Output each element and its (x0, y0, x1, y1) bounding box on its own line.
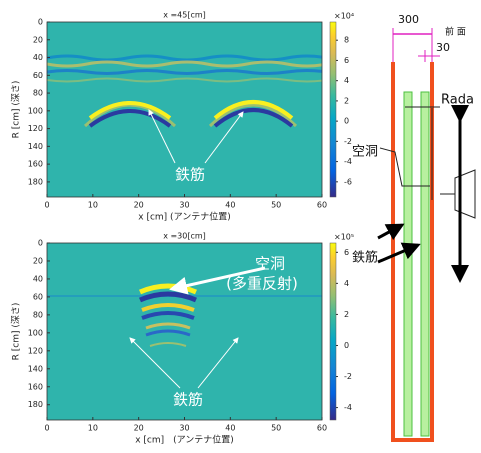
annotation: 空洞 (255, 255, 285, 273)
x-tick-label: 10 (88, 424, 98, 433)
x-tick-label: 50 (271, 424, 281, 433)
y-tick-label: 160 (28, 382, 43, 391)
y-tick-label: 100 (28, 328, 43, 337)
colorbar-tick-label: -4 (344, 403, 352, 412)
y-tick-label: 180 (28, 400, 43, 409)
annotation: 鉄筋 (175, 166, 205, 184)
colorbar (330, 243, 336, 420)
y-tick-label: 140 (28, 364, 43, 373)
figure: 300 30 前 面 Rada 空洞 鉄筋 x =45[cm]010203040… (0, 0, 481, 453)
colorbar-tick-label: -4 (344, 157, 352, 166)
x-tick-label: 0 (44, 201, 49, 210)
dimension: 30 (436, 41, 450, 54)
x-tick-label: 60 (317, 424, 327, 433)
y-tick-label: 20 (33, 35, 43, 44)
structure-diagram (378, 28, 475, 440)
colorbar-tick-label: 0 (344, 117, 349, 126)
radar-label: Rada (441, 93, 474, 108)
colorbar-tick-label: -2 (344, 137, 352, 146)
x-tick-label: 30 (179, 424, 189, 433)
colorbar-tick-label: -6 (344, 177, 352, 186)
x-tick-label: 60 (317, 201, 327, 210)
annotation: 鉄筋 (173, 391, 203, 409)
cavity-label: 空洞 (352, 145, 378, 160)
dimension: 300 (398, 13, 419, 26)
x-axis-label: x [cm] (アンテナ位置) (138, 211, 230, 223)
colorbar-tick-label: 4 (344, 76, 349, 85)
y-axis-label: R [cm] (深さ) (11, 303, 22, 361)
x-tick-label: 20 (134, 424, 144, 433)
y-tick-label: 0 (38, 239, 43, 248)
x-tick-label: 10 (88, 201, 98, 210)
y-tick-label: 0 (38, 18, 43, 27)
colorbar-tick-label: -2 (344, 372, 352, 381)
y-tick-label: 60 (33, 292, 43, 301)
y-tick-label: 60 (33, 71, 43, 80)
y-tick-label: 80 (33, 89, 43, 98)
page: 300 30 前 面 Rada 空洞 鉄筋 x =45[cm]010203040… (0, 0, 481, 453)
front-label: 前 面 (445, 26, 466, 38)
y-tick-label: 120 (28, 346, 43, 355)
y-tick-label: 40 (33, 53, 43, 62)
y-tick-label: 120 (28, 124, 43, 133)
colorbar-multiplier: ×10⁴ (334, 12, 354, 21)
chart-title: x =45[cm] (163, 11, 206, 20)
colorbar (330, 22, 336, 197)
y-tick-label: 160 (28, 160, 43, 169)
x-tick-label: 0 (44, 424, 49, 433)
y-tick-label: 140 (28, 142, 43, 151)
colorbar-tick-label: 2 (344, 96, 349, 105)
colorbar-tick-label: 6 (344, 248, 349, 257)
x-tick-label: 50 (271, 201, 281, 210)
y-tick-label: 40 (33, 274, 43, 283)
chart-title: x =30[cm] (163, 232, 206, 241)
x-tick-label: 40 (225, 424, 235, 433)
annotation: (多重反射) (226, 275, 298, 293)
y-tick-label: 180 (28, 177, 43, 186)
colorbar-tick-label: 0 (344, 341, 349, 350)
x-tick-label: 40 (225, 201, 235, 210)
colorbar-tick-label: 6 (344, 56, 349, 65)
y-tick-label: 80 (33, 310, 43, 319)
y-tick-label: 100 (28, 106, 43, 115)
y-axis-label: R [cm] (深さ) (11, 81, 22, 139)
colorbar-multiplier: ×10⁵ (334, 233, 354, 242)
x-tick-label: 20 (134, 201, 144, 210)
colorbar-tick-label: 2 (344, 310, 349, 319)
x-axis-label: x [cm] (アンテナ位置) (135, 434, 234, 446)
rebar-label: 鉄筋 (352, 250, 378, 266)
colorbar-tick-label: 4 (344, 279, 349, 288)
y-tick-label: 20 (33, 256, 43, 265)
colorbar-tick-label: 8 (344, 36, 349, 45)
x-tick-label: 30 (179, 201, 189, 210)
